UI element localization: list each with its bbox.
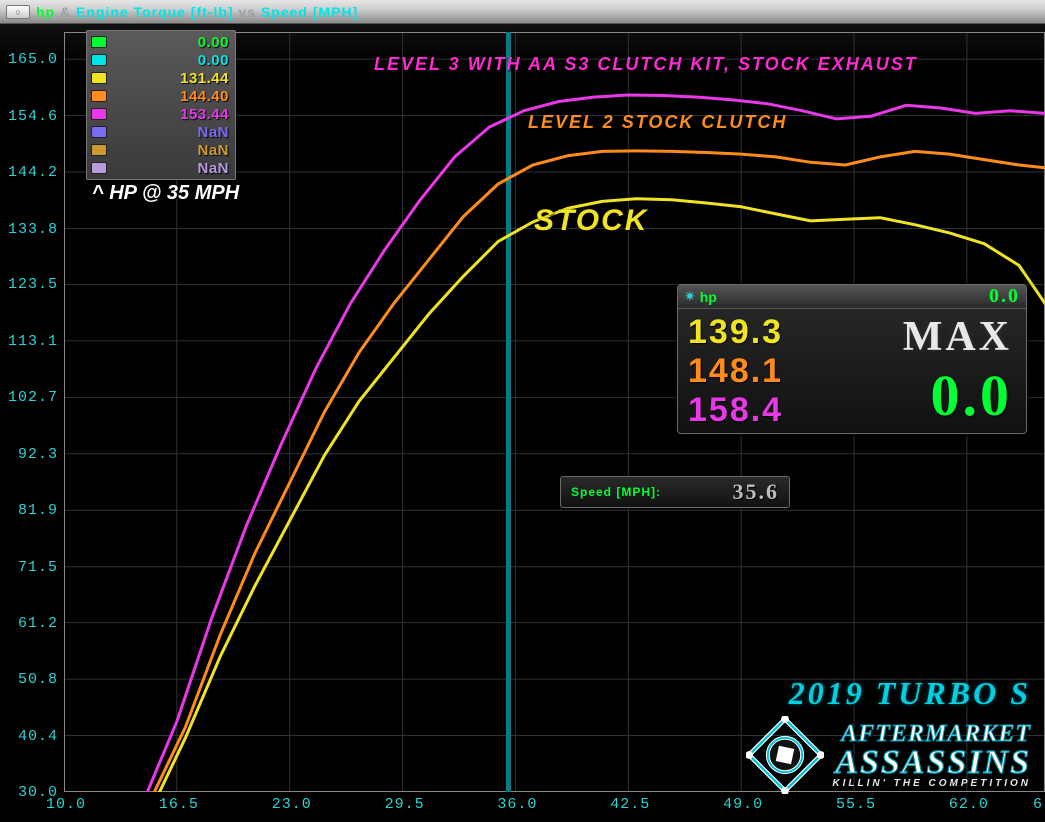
chart-annotation: Level 2 Stock Clutch bbox=[528, 112, 787, 133]
legend-box: 0.00 0.00 131.44 144.40 153.44 NaN NaN N… bbox=[86, 30, 236, 180]
window-title: hp & Engine Torque [ft-lb] vs Speed [MPH… bbox=[36, 4, 358, 20]
x-tick-label: 29.5 bbox=[385, 796, 425, 813]
hp-readout-header-zero: 0.0 bbox=[989, 285, 1020, 308]
y-tick-label: 61.2 bbox=[18, 615, 58, 632]
y-tick-label: 71.5 bbox=[18, 559, 58, 576]
legend-value: 0.00 bbox=[198, 52, 229, 69]
brand-year: 2019 TURBO S bbox=[571, 675, 1031, 712]
branding: 2019 TURBO S AFTERMARKET ASSASSINS KILLI… bbox=[571, 675, 1031, 794]
hp-readout-header: ✷ hp 0.0 bbox=[678, 285, 1026, 309]
legend-row: 153.44 bbox=[91, 105, 229, 123]
y-tick-label: 113.1 bbox=[8, 333, 58, 350]
hp-max-label: MAX bbox=[903, 313, 1012, 361]
legend-value: NaN bbox=[197, 124, 229, 141]
hp-readout-title: hp bbox=[700, 289, 717, 305]
legend-row: NaN bbox=[91, 141, 229, 159]
legend-row: 131.44 bbox=[91, 69, 229, 87]
titlebar-button[interactable]: ○ bbox=[6, 5, 30, 19]
x-tick-label: 23.0 bbox=[272, 796, 312, 813]
legend-row: NaN bbox=[91, 123, 229, 141]
legend-swatch bbox=[91, 108, 107, 120]
y-tick-label: 165.0 bbox=[8, 51, 58, 68]
x-tick-label: 16.5 bbox=[159, 796, 199, 813]
speed-readout-panel: Speed [MPH]: 35.6 bbox=[560, 476, 790, 508]
legend-row: 144.40 bbox=[91, 87, 229, 105]
speed-value: 35.6 bbox=[733, 479, 780, 505]
x-tick-label: 42.5 bbox=[610, 796, 650, 813]
legend-value: NaN bbox=[197, 160, 229, 177]
title-torque: Engine Torque [ft-lb] bbox=[76, 4, 234, 20]
x-tick-label: 49.0 bbox=[723, 796, 763, 813]
gear-icon: ✷ bbox=[684, 288, 696, 305]
y-tick-label: 81.9 bbox=[18, 502, 58, 519]
legend-swatch bbox=[91, 36, 107, 48]
y-tick-label: 144.2 bbox=[8, 164, 58, 181]
legend-swatch bbox=[91, 126, 107, 138]
y-tick-label: 102.7 bbox=[8, 389, 58, 406]
legend-swatch bbox=[91, 72, 107, 84]
legend-swatch bbox=[91, 90, 107, 102]
legend-value: 131.44 bbox=[180, 70, 229, 87]
legend-swatch bbox=[91, 144, 107, 156]
brand-line2: ASSASSINS bbox=[832, 748, 1031, 779]
legend-value: 144.40 bbox=[180, 88, 229, 105]
y-tick-label: 50.8 bbox=[18, 671, 58, 688]
title-hp: hp bbox=[36, 4, 55, 20]
y-tick-label: 123.5 bbox=[8, 276, 58, 293]
hp-readout-value: 139.3 bbox=[688, 313, 859, 352]
y-tick-label: 92.3 bbox=[18, 446, 58, 463]
speed-label: Speed [MPH]: bbox=[571, 485, 661, 499]
legend-row: 0.00 bbox=[91, 33, 229, 51]
x-tick-label: 36.0 bbox=[497, 796, 537, 813]
title-amp: & bbox=[55, 4, 76, 20]
legend-value: 153.44 bbox=[180, 106, 229, 123]
x-tick-label: 62.0 bbox=[949, 796, 989, 813]
legend-value: 0.00 bbox=[198, 34, 229, 51]
brand-logo-icon bbox=[746, 716, 824, 794]
y-tick-label: 133.8 bbox=[8, 221, 58, 238]
x-tick-label: 10.0 bbox=[46, 796, 86, 813]
legend-swatch bbox=[91, 54, 107, 66]
title-speed: Speed [MPH] bbox=[261, 4, 358, 20]
window-titlebar: ○ hp & Engine Torque [ft-lb] vs Speed [M… bbox=[0, 0, 1045, 24]
hp-readout-value: 148.1 bbox=[688, 352, 859, 391]
legend-row: 0.00 bbox=[91, 51, 229, 69]
x-tick-label: 55.5 bbox=[836, 796, 876, 813]
y-tick-label: 154.6 bbox=[8, 108, 58, 125]
y-tick-label: 40.4 bbox=[18, 728, 58, 745]
title-vs: vs bbox=[234, 4, 261, 20]
brand-tagline: KILLIN' THE COMPETITION bbox=[832, 778, 1031, 789]
x-tick-label: 6 bbox=[1033, 796, 1043, 813]
chart-annotation: Stock bbox=[534, 204, 648, 238]
hp-max-value: 0.0 bbox=[931, 362, 1013, 429]
hp-readout-panel: ✷ hp 0.0 139.3148.1158.4 MAX 0.0 bbox=[677, 284, 1027, 434]
legend-swatch bbox=[91, 162, 107, 174]
chart-annotation: Level 3 with AA S3 Clutch Kit, Stock Exh… bbox=[374, 54, 918, 75]
legend-row: NaN bbox=[91, 159, 229, 177]
hp-readout-value: 158.4 bbox=[688, 391, 859, 430]
legend-value: NaN bbox=[197, 142, 229, 159]
hp-at-cursor-note: ^ HP @ 35 MPH bbox=[92, 182, 239, 205]
